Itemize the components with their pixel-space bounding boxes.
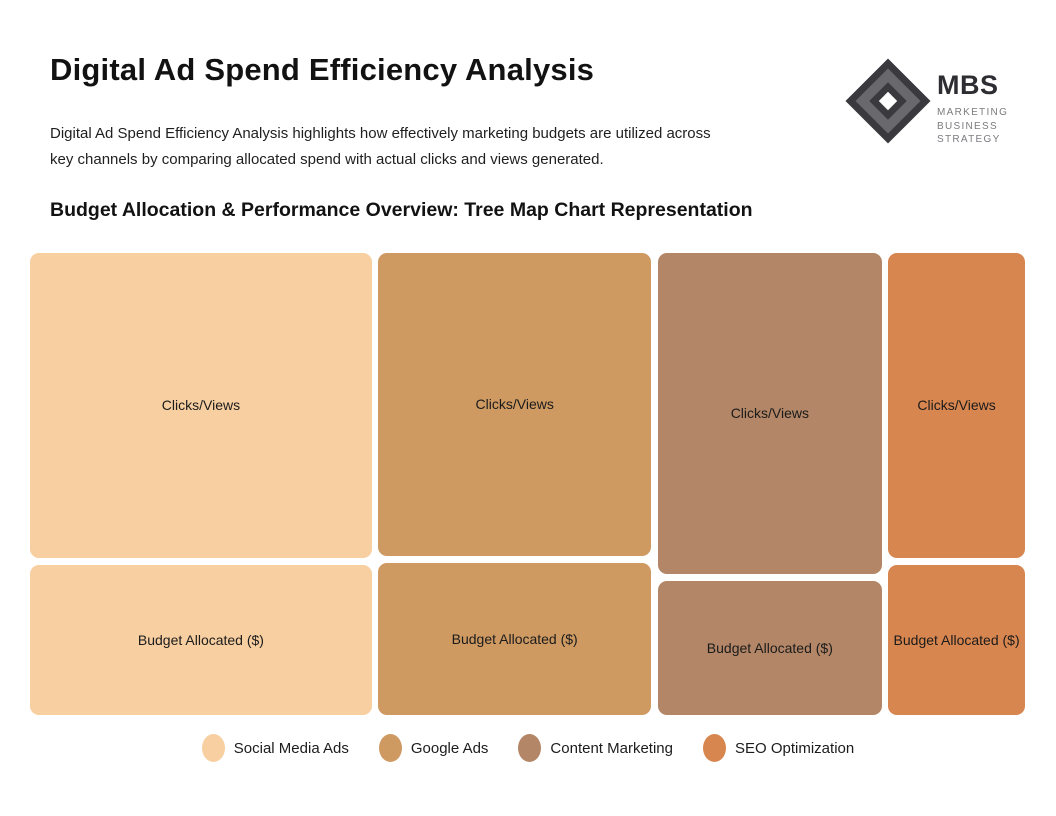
legend-label: Social Media Ads	[233, 739, 349, 757]
legend-item-google-ads: Google Ads	[378, 734, 489, 762]
treemap-cell-content-marketing-clicks-views: Clicks/Views	[657, 253, 883, 574]
section-heading: Budget Allocation & Performance Overview…	[50, 199, 753, 221]
legend-item-seo-optimization: SEO Optimization	[703, 734, 854, 762]
logo-tagline-line-2: BUSINESS	[937, 120, 998, 132]
cell-label: Budget Allocated ($)	[706, 639, 833, 656]
legend-swatch-icon	[518, 734, 542, 762]
logo-acronym: MBS	[937, 70, 999, 100]
diamond-logo-icon	[845, 58, 931, 144]
legend-label: SEO Optimization	[735, 739, 855, 757]
legend-label: Google Ads	[410, 739, 489, 757]
treemap-cell-seo-optimization-budget-allocated: Budget Allocated ($)	[888, 564, 1025, 715]
cell-label: Clicks/Views	[161, 397, 241, 414]
page-description-line-2: key channels by comparing allocated spen…	[50, 151, 604, 168]
mbs-logo: MBS MARKETING BUSINESS STRATEGY	[845, 58, 1025, 150]
treemap-cell-google-ads-budget-allocated: Budget Allocated ($)	[377, 562, 652, 715]
treemap-cell-seo-optimization-clicks-views: Clicks/Views	[888, 253, 1025, 558]
legend-swatch-icon	[378, 734, 402, 762]
logo-tagline: MARKETING BUSINESS STRATEGY	[937, 106, 1008, 147]
cell-label: Budget Allocated ($)	[893, 631, 1020, 648]
cell-label: Budget Allocated ($)	[451, 630, 578, 647]
legend-item-content-marketing: Content Marketing	[518, 734, 673, 762]
cell-label: Budget Allocated ($)	[137, 631, 264, 648]
page-description: Digital Ad Spend Efficiency Analysis hig…	[50, 121, 711, 173]
logo-text: MBS MARKETING BUSINESS STRATEGY	[937, 70, 1008, 147]
legend-label: Content Marketing	[550, 739, 673, 757]
cell-label: Clicks/Views	[917, 397, 996, 414]
treemap-cell-social-media-ads-budget-allocated: Budget Allocated ($)	[30, 564, 372, 715]
logo-tagline-line-1: MARKETING	[937, 107, 1009, 118]
cell-label: Clicks/Views	[730, 405, 809, 422]
legend-item-social-media-ads: Social Media Ads	[201, 734, 349, 762]
page-description-line-1: Digital Ad Spend Efficiency Analysis hig…	[50, 125, 711, 142]
treemap-chart: Clicks/Views Budget Allocated ($) Clicks/V…	[30, 253, 1025, 715]
legend-swatch-icon	[201, 734, 225, 762]
treemap-cell-content-marketing-budget-allocated: Budget Allocated ($)	[657, 580, 883, 715]
chart-legend: Social Media Ads Google Ads Content Market…	[0, 733, 1056, 763]
logo-tagline-line-3: STRATEGY	[937, 134, 1001, 145]
cell-label: Clicks/Views	[475, 396, 554, 413]
page-title: Digital Ad Spend Efficiency Analysis	[50, 52, 595, 87]
treemap-cell-google-ads-clicks-views: Clicks/Views	[377, 253, 652, 556]
diamond-outer-shape	[845, 58, 931, 144]
treemap-cell-social-media-ads-clicks-views: Clicks/Views	[30, 253, 372, 558]
diamond-inner-shape	[868, 81, 908, 121]
legend-swatch-icon	[703, 734, 726, 762]
